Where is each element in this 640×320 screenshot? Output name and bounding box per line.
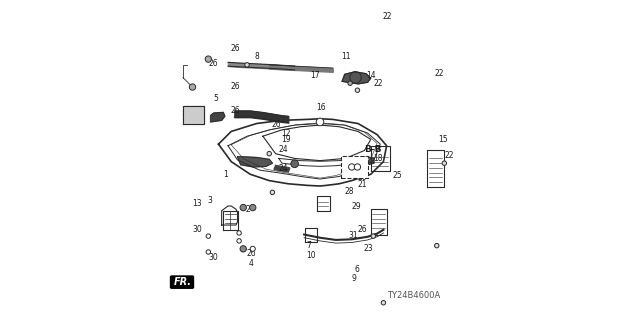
Text: 22: 22	[435, 69, 444, 78]
Circle shape	[250, 246, 255, 252]
Circle shape	[267, 151, 271, 156]
Text: FR.: FR.	[174, 277, 192, 287]
Text: 16: 16	[316, 103, 326, 112]
Text: 26: 26	[230, 106, 240, 115]
Circle shape	[240, 246, 246, 252]
Text: 6: 6	[355, 265, 359, 274]
Text: 2: 2	[246, 205, 250, 214]
Text: 22: 22	[444, 151, 454, 160]
Circle shape	[442, 161, 447, 165]
Text: FR.: FR.	[172, 277, 193, 287]
Text: 4: 4	[248, 259, 253, 268]
Text: 1: 1	[223, 170, 228, 179]
Circle shape	[371, 234, 376, 238]
Circle shape	[237, 231, 241, 235]
Text: 10: 10	[307, 251, 316, 260]
Circle shape	[355, 164, 360, 170]
Circle shape	[435, 244, 439, 248]
Circle shape	[348, 81, 353, 85]
Circle shape	[355, 88, 360, 92]
Polygon shape	[183, 106, 204, 124]
Text: 18: 18	[373, 154, 383, 163]
Text: 22: 22	[373, 79, 383, 88]
Circle shape	[205, 56, 211, 62]
Circle shape	[189, 84, 196, 90]
Circle shape	[381, 300, 386, 305]
Text: 14: 14	[366, 71, 376, 80]
Circle shape	[316, 118, 324, 126]
Text: 26: 26	[230, 82, 240, 91]
Circle shape	[250, 204, 256, 211]
Text: 19: 19	[282, 135, 291, 144]
Text: 17: 17	[310, 71, 319, 80]
Text: 20: 20	[357, 173, 367, 182]
Text: 22: 22	[383, 12, 392, 21]
Polygon shape	[237, 157, 273, 167]
Text: 26: 26	[209, 59, 218, 68]
Text: 31: 31	[348, 231, 358, 240]
Text: 3: 3	[207, 196, 212, 205]
Text: 30: 30	[209, 253, 218, 262]
Text: 5: 5	[214, 94, 219, 103]
Polygon shape	[211, 112, 225, 122]
Circle shape	[206, 234, 211, 238]
Polygon shape	[274, 165, 290, 172]
Polygon shape	[342, 72, 371, 84]
Text: 15: 15	[438, 135, 447, 144]
Text: 24: 24	[278, 164, 288, 173]
FancyBboxPatch shape	[340, 156, 367, 178]
Text: 26: 26	[272, 120, 282, 129]
Text: 28: 28	[345, 187, 355, 196]
Text: 7: 7	[307, 241, 312, 250]
Circle shape	[291, 160, 298, 168]
Text: 24: 24	[278, 145, 288, 154]
Circle shape	[240, 204, 246, 211]
Text: 12: 12	[282, 129, 291, 138]
Circle shape	[270, 190, 275, 195]
Text: 29: 29	[351, 203, 361, 212]
Polygon shape	[355, 157, 374, 168]
Text: 9: 9	[352, 275, 356, 284]
Circle shape	[349, 164, 355, 170]
Text: 25: 25	[392, 171, 402, 180]
Text: 26: 26	[246, 249, 256, 258]
Text: 8: 8	[255, 52, 260, 61]
Text: 26: 26	[357, 225, 367, 234]
Circle shape	[245, 63, 249, 67]
Text: 11: 11	[342, 52, 351, 61]
Text: 23: 23	[364, 244, 373, 253]
Text: 26: 26	[230, 44, 240, 53]
Text: 30: 30	[193, 225, 202, 234]
Text: B-B: B-B	[364, 145, 381, 154]
Text: 13: 13	[193, 199, 202, 208]
Text: 21: 21	[357, 180, 367, 189]
Circle shape	[206, 250, 211, 254]
Text: TY24B4600A: TY24B4600A	[387, 291, 440, 300]
Circle shape	[237, 239, 241, 243]
